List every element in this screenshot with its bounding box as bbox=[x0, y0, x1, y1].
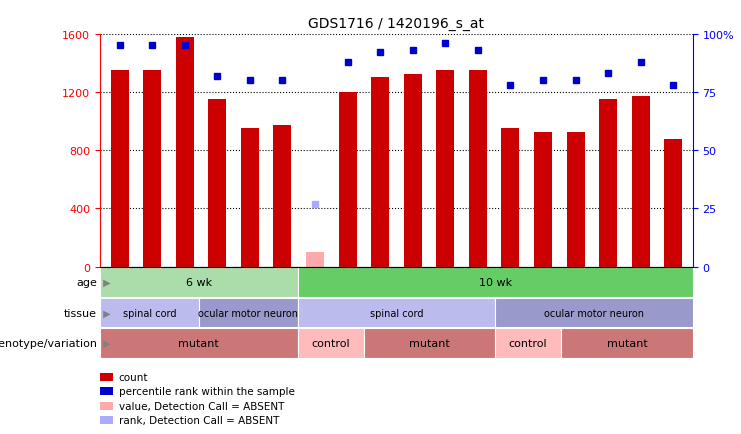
Text: mutant: mutant bbox=[179, 339, 219, 348]
Bar bbox=[665, 140, 682, 267]
Text: percentile rank within the sample: percentile rank within the sample bbox=[119, 387, 294, 396]
Bar bbox=[100, 268, 298, 297]
Bar bbox=[100, 298, 199, 328]
Title: GDS1716 / 1420196_s_at: GDS1716 / 1420196_s_at bbox=[308, 17, 485, 31]
Bar bbox=[176, 38, 193, 267]
Text: rank, Detection Call = ABSENT: rank, Detection Call = ABSENT bbox=[119, 415, 279, 425]
Bar bbox=[495, 329, 561, 358]
Bar bbox=[110, 71, 128, 267]
Text: tissue: tissue bbox=[64, 308, 97, 318]
Text: genotype/variation: genotype/variation bbox=[0, 339, 97, 348]
Text: mutant: mutant bbox=[607, 339, 648, 348]
Text: value, Detection Call = ABSENT: value, Detection Call = ABSENT bbox=[119, 401, 284, 411]
Bar bbox=[502, 129, 519, 267]
Text: spinal cord: spinal cord bbox=[370, 308, 423, 318]
Bar bbox=[100, 329, 298, 358]
Text: ▶: ▶ bbox=[100, 308, 110, 318]
Bar bbox=[273, 125, 291, 267]
Text: ocular motor neuron: ocular motor neuron bbox=[199, 308, 298, 318]
Bar bbox=[436, 71, 454, 267]
Text: ocular motor neuron: ocular motor neuron bbox=[544, 308, 644, 318]
Bar bbox=[306, 253, 324, 267]
Text: spinal cord: spinal cord bbox=[123, 308, 176, 318]
Bar bbox=[339, 93, 356, 267]
Text: control: control bbox=[311, 339, 350, 348]
Bar bbox=[143, 71, 161, 267]
Text: ▶: ▶ bbox=[100, 278, 110, 287]
Text: 6 wk: 6 wk bbox=[186, 278, 212, 287]
Text: count: count bbox=[119, 372, 148, 382]
Bar bbox=[199, 298, 298, 328]
Bar bbox=[298, 298, 495, 328]
Text: mutant: mutant bbox=[409, 339, 450, 348]
Bar bbox=[371, 78, 389, 267]
Bar bbox=[632, 96, 650, 267]
Bar bbox=[599, 100, 617, 267]
Bar bbox=[404, 75, 422, 267]
Bar bbox=[364, 329, 495, 358]
Bar bbox=[298, 268, 693, 297]
Bar bbox=[534, 133, 552, 267]
Bar bbox=[298, 329, 364, 358]
Text: control: control bbox=[509, 339, 548, 348]
Bar bbox=[561, 329, 693, 358]
Bar bbox=[567, 133, 585, 267]
Bar bbox=[241, 129, 259, 267]
Bar bbox=[208, 100, 226, 267]
Text: ▶: ▶ bbox=[100, 339, 110, 348]
Bar bbox=[469, 71, 487, 267]
Text: age: age bbox=[76, 278, 97, 287]
Bar bbox=[495, 298, 693, 328]
Text: 10 wk: 10 wk bbox=[479, 278, 512, 287]
